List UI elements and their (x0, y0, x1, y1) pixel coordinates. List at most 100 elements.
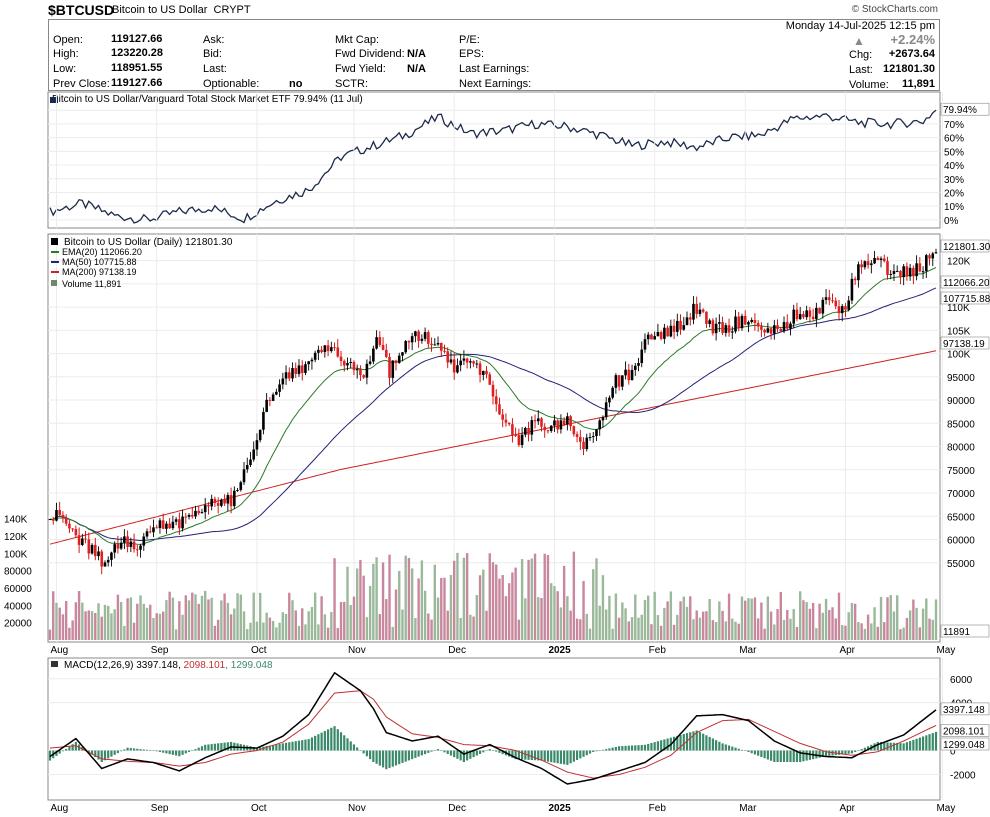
macd-hist-bar (650, 742, 653, 751)
volume-bar (110, 613, 113, 640)
candle-body (488, 374, 492, 385)
candle-body (381, 344, 385, 350)
volume-bar (592, 569, 595, 640)
macd-hist-bar (456, 750, 459, 759)
volume-bar (446, 610, 449, 640)
candle-body (553, 420, 556, 426)
volume-bar (634, 594, 637, 640)
macd-hist-bar (259, 747, 262, 751)
macd-hist-bar (145, 749, 149, 751)
macd-hist-bar (795, 750, 799, 763)
macd-hist-bar (401, 750, 404, 763)
macd-hist-bar (158, 750, 162, 752)
macd-hist-bar (747, 750, 750, 752)
candle-body (747, 322, 750, 325)
rel-tick-label: 40% (944, 161, 964, 172)
candle-body (718, 322, 721, 324)
macd-hist-bar (934, 731, 938, 751)
volume-bar (330, 612, 333, 640)
price-month-label: Oct (251, 645, 267, 656)
candle-body (595, 429, 598, 437)
macd-hist-bar (213, 743, 217, 751)
candle-body (705, 311, 708, 324)
candle-body (663, 327, 666, 339)
volume-bar (776, 609, 779, 640)
symbol: $BTCUSD (48, 2, 115, 18)
macd-hist-bar (462, 750, 465, 763)
macd-hist-bar (184, 750, 187, 754)
volume-bar (870, 623, 873, 640)
volume-bar (546, 554, 550, 640)
macd-hist-bar (178, 750, 181, 757)
price-month-label: May (936, 645, 955, 656)
macd-hist-bar (482, 750, 485, 753)
candle-body (58, 510, 62, 515)
volume-bar (161, 611, 165, 640)
candle-body (194, 510, 197, 517)
volume-bar (766, 596, 770, 640)
volume-bar (559, 607, 563, 640)
macd-hist-bar (255, 747, 259, 751)
macd-hist-bar (407, 750, 411, 761)
rel-tick-label: 10% (944, 202, 964, 213)
macd-hist-bar (414, 750, 417, 758)
credit: © StockCharts.com (851, 4, 938, 15)
volume-bar (708, 599, 711, 640)
macd-hist-bar (372, 750, 375, 763)
candle-body (934, 252, 938, 254)
candle-body (404, 341, 407, 353)
candle-body (481, 370, 485, 375)
open-value: 119127.66 (111, 33, 163, 45)
volume-bar (640, 614, 643, 640)
candle-body (64, 517, 68, 524)
volume-legend-icon (51, 280, 57, 286)
macd-hist-bar (566, 750, 569, 765)
volume-bar (107, 605, 110, 640)
macd-hist-bar (588, 750, 592, 754)
macd-hist-bar (824, 750, 828, 757)
macd-hist-bar (194, 749, 197, 751)
volume-bar (614, 593, 618, 640)
candle-body (527, 427, 530, 435)
macd-month-label: 2025 (548, 803, 571, 814)
volume-bar (821, 612, 825, 640)
macd-v2: 2098.101 (184, 660, 226, 671)
candle-body (174, 519, 178, 522)
candle-body (857, 264, 860, 281)
volume-bar (64, 600, 68, 640)
candle-body (116, 544, 120, 549)
macd-hist-bar (449, 750, 453, 756)
next-earnings-label: Next Earnings: (459, 78, 532, 90)
volume-bar (831, 607, 834, 640)
macd-hist-bar (453, 750, 456, 758)
volume-bar (346, 566, 349, 640)
macd-hist-bar (663, 739, 666, 751)
ma50-legend-label: MA(50) 107715.88 (62, 257, 137, 267)
macd-hist-bar (165, 750, 168, 754)
price-tick-label: 85000 (947, 419, 975, 430)
macd-hist-bar (223, 742, 226, 751)
candle-body (472, 361, 475, 364)
volume-bar (811, 602, 815, 640)
macd-hist-bar (521, 750, 524, 760)
volume-bar (317, 624, 320, 640)
symbol-name: Bitcoin to US Dollar CRYPT (112, 4, 251, 16)
volume-bar (378, 614, 382, 640)
rel-tick-label: 0% (944, 216, 959, 227)
volume-bar (912, 599, 915, 640)
candle-body (656, 332, 660, 337)
volume-bar (103, 604, 107, 640)
price-tick-label: 90000 (947, 396, 975, 407)
macd-month-label: Oct (251, 803, 267, 814)
candle-body (711, 320, 715, 334)
volume-bar (672, 624, 676, 640)
candle-body (507, 422, 511, 425)
volume-bar (52, 591, 55, 640)
candle-body (837, 306, 841, 314)
volume-bar (779, 591, 782, 640)
volume-bar (77, 591, 81, 640)
volume-bar (265, 612, 268, 640)
volume-bar (828, 610, 831, 640)
candle-body (886, 261, 889, 275)
volume-bar (281, 612, 285, 640)
